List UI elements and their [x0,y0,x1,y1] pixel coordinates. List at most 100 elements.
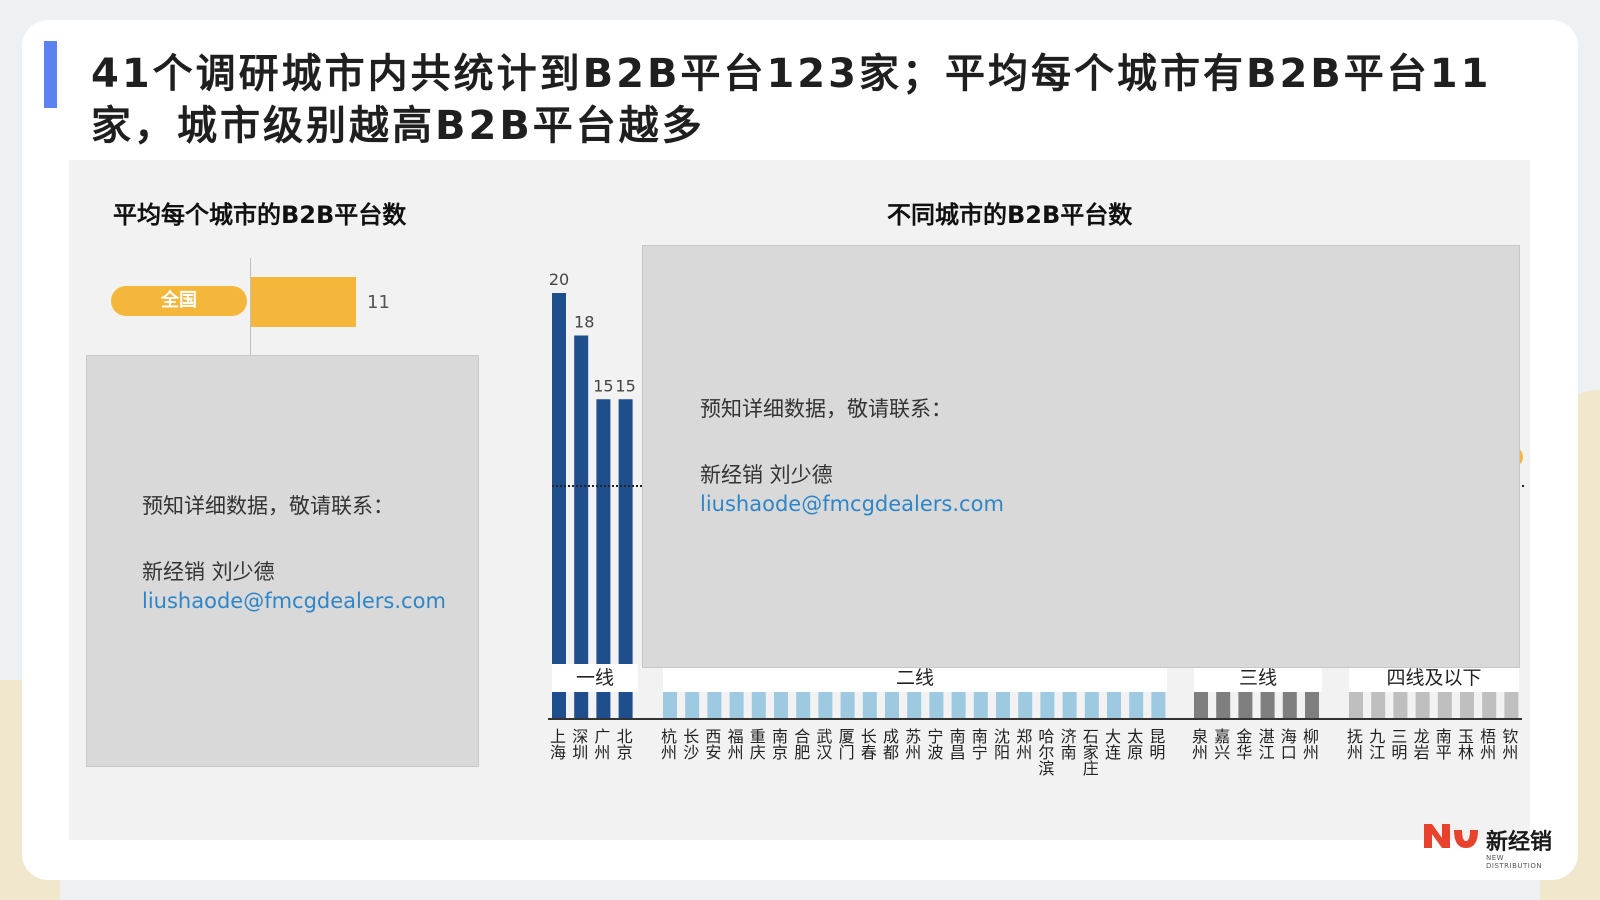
category-label-长沙: 长沙 [680,728,700,760]
category-label-郑州: 郑州 [1013,728,1033,760]
bar-海口 [1282,690,1297,718]
bar-九江 [1371,690,1386,718]
category-label-武汉: 武汉 [813,728,833,760]
category-label-成都: 成都 [880,728,899,760]
bar-长春 [862,690,877,718]
right-chart-title: 不同城市的B2B平台数 [887,201,1133,229]
value-label-北京: 15 [615,376,635,395]
category-label-济南: 济南 [1057,728,1077,760]
bar-济南 [1062,690,1077,718]
category-label-三明: 三明 [1388,728,1408,760]
overlay-right-contact-name: 新经销 刘少德 [700,463,833,487]
category-label-北京: 北京 [613,728,633,760]
value-label-深圳: 18 [574,313,594,332]
value-label-上海: 20 [549,270,569,289]
category-label-深圳: 深圳 [569,728,589,760]
category-label-杭州: 杭州 [658,728,677,760]
bar-南昌 [951,690,966,718]
overlay-left-contact-prompt: 预知详细数据，敬请联系： [142,494,394,518]
category-label-西安: 西安 [702,728,722,760]
category-label-玉林: 玉林 [1455,728,1474,760]
bar-合肥 [796,690,811,718]
left-chart-axis [250,258,251,358]
category-label-南宁: 南宁 [968,728,988,760]
tier-label-2: 二线 [663,664,1167,692]
overlay-left-contact-name: 新经销 刘少德 [142,560,275,584]
bar-深圳 [574,335,589,718]
bar-宁波 [929,690,944,718]
category-label-广州: 广州 [591,728,611,760]
category-label-金华: 金华 [1233,728,1253,760]
bar-玉林 [1460,690,1474,718]
bar-沈阳 [996,690,1010,718]
category-label-龙岩: 龙岩 [1410,728,1430,760]
left-chart-title: 平均每个城市的B2B平台数 [113,201,407,229]
bar-梧州 [1482,690,1497,718]
bar-嘉兴 [1216,690,1231,718]
right-data-overlay: 预知详细数据，敬请联系： 新经销 刘少德 liushaode@fmcgdeale… [642,245,1520,668]
category-label-石家庄: 石家庄 [1079,728,1099,776]
bar-大连 [1107,690,1121,718]
bar-重庆 [751,690,766,718]
tier-label-4: 四线及以下 [1349,664,1519,692]
brand-logo-english: NEW DISTRIBUTION [1486,854,1543,870]
bar-抚州 [1349,690,1363,718]
category-label-梧州: 梧州 [1477,728,1497,760]
bar-苏州 [907,690,922,718]
average-reference-line [552,485,642,487]
bar-昆明 [1151,690,1166,718]
tier-label-3: 三线 [1194,664,1322,692]
bar-哈尔滨 [1040,690,1055,718]
bar-福州 [729,690,744,718]
category-label-合肥: 合肥 [791,728,811,760]
bar-南京 [774,690,788,718]
bar-金华 [1238,690,1253,718]
category-label-九江: 九江 [1366,728,1386,760]
bar-西安 [707,690,722,718]
category-label-嘉兴: 嘉兴 [1211,728,1231,760]
x-axis-baseline [548,718,1522,720]
category-label-抚州: 抚州 [1344,728,1363,760]
category-label-厦门: 厦门 [835,728,855,760]
brand-logo-mark-icon [1424,824,1478,848]
category-label-太原: 太原 [1124,728,1144,760]
category-label-柳州: 柳州 [1300,728,1319,760]
category-label-长春: 长春 [857,728,877,760]
category-label-重庆: 重庆 [746,728,766,760]
category-label-南昌: 南昌 [946,728,966,760]
bar-南宁 [973,690,988,718]
bar-泉州 [1194,690,1208,718]
bar-成都 [885,690,899,718]
category-label-海口: 海口 [1277,728,1297,760]
overlay-right-contact-prompt: 预知详细数据，敬请联系： [700,397,952,421]
slide-title: 41个调研城市内共统计到B2B平台123家；平均每个城市有B2B平台11家，城市… [91,51,1492,149]
average-reference-line-end [1518,485,1524,487]
bar-厦门 [840,690,855,718]
category-label-泉州: 泉州 [1189,728,1208,760]
bar-湛江 [1260,690,1275,718]
bar-广州 [596,399,611,718]
national-average-bar [251,277,356,327]
bar-太原 [1129,690,1144,718]
left-data-overlay: 预知详细数据，敬请联系： 新经销 刘少德 liushaode@fmcgdeale… [86,355,479,767]
category-label-钦州: 钦州 [1499,728,1519,760]
category-label-湛江: 湛江 [1255,728,1275,760]
bar-三明 [1393,690,1408,718]
category-label-沈阳: 沈阳 [991,728,1010,760]
brand-logo: 新经销 NEW DISTRIBUTION [1420,822,1560,870]
value-label-广州: 15 [593,376,613,395]
brand-logo-chinese: 新经销 [1486,830,1553,855]
category-label-南平: 南平 [1432,728,1452,760]
bar-郑州 [1018,690,1033,718]
category-label-哈尔滨: 哈尔滨 [1035,728,1055,776]
bar-北京 [618,399,633,718]
category-label-上海: 上海 [547,728,566,760]
category-label-大连: 大连 [1102,728,1121,760]
overlay-left-email-link[interactable]: liushaode@fmcgdealers.com [142,589,446,613]
bar-南平 [1437,690,1452,718]
national-value-label: 11 [367,292,390,313]
bar-龙岩 [1415,690,1430,718]
overlay-right-email-link[interactable]: liushaode@fmcgdealers.com [700,492,1004,516]
bar-钦州 [1504,690,1519,718]
